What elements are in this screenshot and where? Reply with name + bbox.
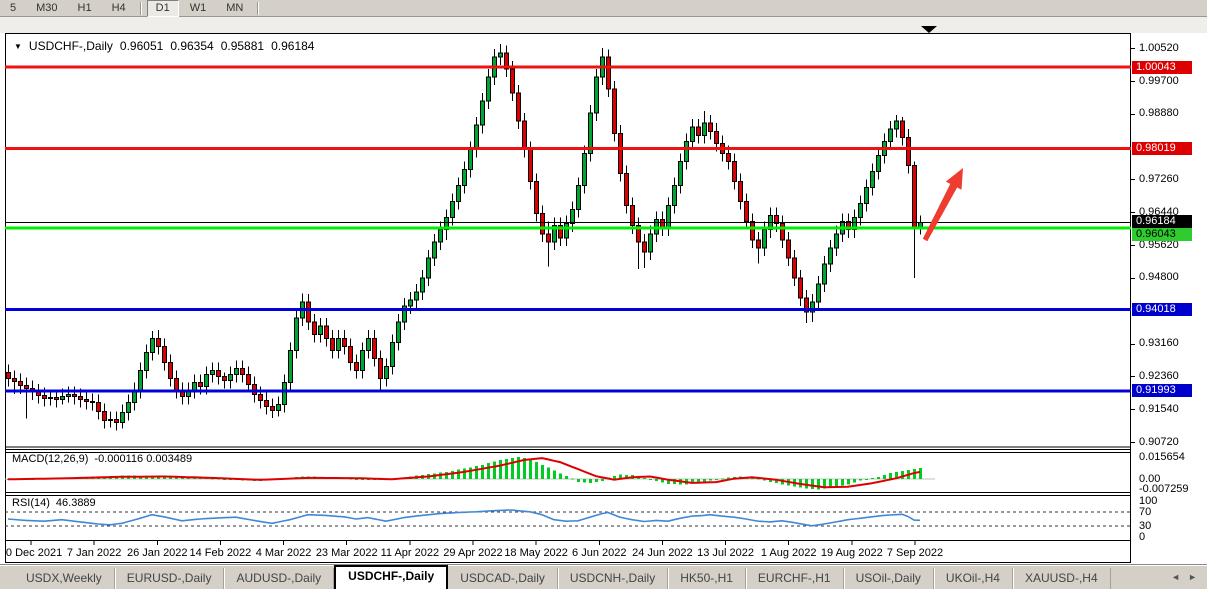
date-axis-label: 7 Jan 2022 xyxy=(67,547,121,559)
date-axis-label: 20 Dec 2021 xyxy=(5,547,62,559)
date-axis-label: 4 Mar 2022 xyxy=(256,547,312,559)
tab-EURCHF-H1[interactable]: EURCHF-,H1 xyxy=(746,568,844,589)
price-axis: 1.00520 0.99700 0.98880 0.97260 0.96440 0.956… xyxy=(1131,33,1207,563)
timeframe-button-D1[interactable]: D1 xyxy=(146,0,179,17)
axis-tick xyxy=(1131,376,1135,378)
ohlc-high: 0.96354 xyxy=(170,39,214,53)
price-tag-0.91993: 0.91993 xyxy=(1132,384,1192,398)
date-axis-label: 11 Apr 2022 xyxy=(381,547,440,559)
ohlc-low: 0.95881 xyxy=(220,39,265,53)
toolbar-separator xyxy=(257,1,260,15)
tab-EURUSD-Daily[interactable]: EURUSD-,Daily xyxy=(115,568,225,589)
price-axis-label: 0.94800 xyxy=(1139,271,1179,284)
rsi-axis-label: 70 xyxy=(1139,505,1152,518)
tab-scroll-arrows: ◄ ► xyxy=(1171,565,1197,589)
timeframe-button-H4[interactable]: H4 xyxy=(111,1,126,14)
chart-title: ▼ USDCHF-,Daily 0.96051 0.96354 0.95881 … xyxy=(14,39,314,53)
symbol-tabbar: USDX,Weekly EURUSD-,Daily AUDUSD-,Daily USD… xyxy=(0,564,1207,589)
rsi-indicator-label: RSI(14) 46.3889 xyxy=(12,497,96,509)
date-axis-label: 23 Mar 2022 xyxy=(316,547,378,559)
timeframe-button-5[interactable]: 5 xyxy=(10,1,17,14)
price-tag-0.96043: 0.96043 xyxy=(1132,228,1192,241)
macd-axis-label: 0.015654 xyxy=(1139,450,1185,463)
ohlc-open: 0.96051 xyxy=(119,39,164,53)
toolbar-separator xyxy=(139,1,142,15)
date-axis-label: 26 Jan 2022 xyxy=(127,547,188,559)
price-tag-0.98019: 0.98019 xyxy=(1132,142,1192,156)
tab-scroll-left-icon[interactable]: ◄ xyxy=(1171,572,1181,582)
tab-scroll-right-icon[interactable]: ► xyxy=(1188,572,1197,582)
price-tag-0.94018: 0.94018 xyxy=(1132,302,1192,316)
axis-tick xyxy=(1131,212,1135,214)
price-axis-label: 0.99700 xyxy=(1139,74,1179,87)
date-axis-label: 29 Apr 2022 xyxy=(443,547,502,559)
price-axis-label: 0.97260 xyxy=(1139,172,1179,185)
timeframe-button-H1[interactable]: H1 xyxy=(77,1,92,14)
price-axis-label: 0.92360 xyxy=(1139,369,1179,382)
price-axis-label: 0.98880 xyxy=(1139,107,1179,120)
rsi-axis-label: 100 xyxy=(1139,495,1158,507)
axis-tick xyxy=(1131,409,1135,411)
price-tag-1.00043: 1.00043 xyxy=(1132,60,1192,74)
tab-AUDUSD-Daily[interactable]: AUDUSD-,Daily xyxy=(224,568,335,589)
price-axis-label: 0.90720 xyxy=(1139,435,1179,448)
ohlc-close: 0.96184 xyxy=(271,39,315,53)
price-axis-label: 0.96440 xyxy=(1139,205,1179,218)
axis-tick xyxy=(1131,343,1135,345)
date-axis-label: 7 Sep 2022 xyxy=(887,547,943,559)
date-axis-label: 24 Jun 2022 xyxy=(632,547,693,559)
date-axis-label: 14 Feb 2022 xyxy=(190,547,252,559)
tab-XAUUSD-H4[interactable]: XAUUSD-,H4 xyxy=(1013,568,1111,589)
date-axis-label: 1 Aug 2022 xyxy=(761,547,817,559)
axis-tick xyxy=(1131,277,1135,279)
chart-shift-marker-icon[interactable] xyxy=(921,26,937,33)
symbol-dropdown-icon[interactable]: ▼ xyxy=(14,41,22,51)
date-axis-label: 13 Jul 2022 xyxy=(697,547,754,559)
tab-USDCAD-Daily[interactable]: USDCAD-,Daily xyxy=(448,568,558,589)
tab-USDCNH-Daily[interactable]: USDCNH-,Daily xyxy=(558,568,669,589)
price-axis-label: 1.00520 xyxy=(1139,41,1179,54)
tab-USDX-Weekly[interactable]: USDX,Weekly xyxy=(14,568,115,589)
price-tag-0.96184: 0.96184 xyxy=(1132,215,1192,228)
timeframe-button-W1[interactable]: W1 xyxy=(189,1,207,14)
chart-symbol-label: USDCHF-,Daily xyxy=(28,39,113,53)
date-axis-label: 19 Aug 2022 xyxy=(821,547,883,559)
tab-HK50-H1[interactable]: HK50-,H1 xyxy=(668,568,746,589)
date-axis-label: 18 May 2022 xyxy=(504,547,568,559)
chart-window: 20 Dec 2021 7 Jan 2022 26 Jan 2022 14 Feb 2… xyxy=(5,33,1131,563)
rsi-axis-label: 30 xyxy=(1139,520,1152,533)
axis-tick xyxy=(1131,113,1135,115)
tab-USOil-Daily[interactable]: USOil-,Daily xyxy=(844,568,934,589)
axis-tick xyxy=(1131,245,1135,247)
timeframe-button-M30[interactable]: M30 xyxy=(36,1,58,14)
timeframe-toolbar: 5 M30 H1 H4 D1 W1 MN xyxy=(0,0,1207,17)
price-axis-label: 0.95620 xyxy=(1139,238,1179,251)
axis-tick xyxy=(1131,81,1135,82)
macd-indicator-label: MACD(12,26,9) -0.000116 0.003489 xyxy=(12,453,193,465)
macd-axis-label: 0.00 xyxy=(1139,473,1161,485)
tab-UKOil-H4[interactable]: UKOil-,H4 xyxy=(934,568,1013,589)
chart-canvas[interactable]: 20 Dec 2021 7 Jan 2022 26 Jan 2022 14 Feb 2… xyxy=(5,33,1131,563)
tab-USDCHF-Daily[interactable]: USDCHF-,Daily xyxy=(334,565,449,589)
toolbar-substrip xyxy=(0,17,1207,33)
date-axis-label: 6 Jun 2022 xyxy=(572,547,626,559)
axis-tick xyxy=(1131,48,1135,50)
rsi-axis-label: 0 xyxy=(1139,531,1146,543)
timeframe-button-MN[interactable]: MN xyxy=(226,1,244,14)
axis-tick xyxy=(1131,442,1135,443)
price-axis-label: 0.93160 xyxy=(1139,337,1179,350)
macd-axis-label: -0.007259 xyxy=(1139,483,1189,496)
price-axis-label: 0.91540 xyxy=(1139,402,1179,415)
axis-tick xyxy=(1131,179,1135,181)
